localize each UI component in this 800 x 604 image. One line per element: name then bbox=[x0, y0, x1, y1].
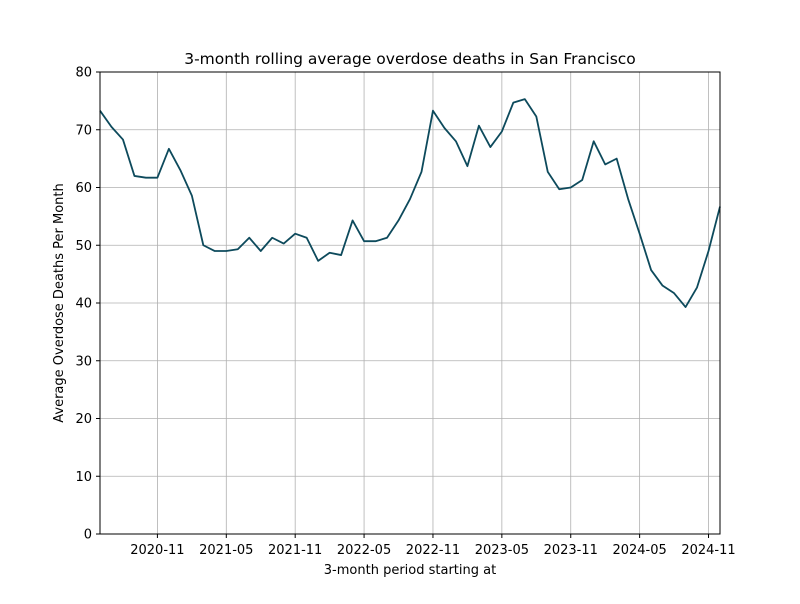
y-tick-label: 60 bbox=[75, 181, 92, 196]
y-tick-label: 40 bbox=[75, 297, 92, 312]
x-tick-label: 2024-05 bbox=[612, 543, 666, 558]
x-tick-label: 2021-11 bbox=[268, 543, 322, 558]
x-tick-label: 2024-11 bbox=[681, 543, 735, 558]
x-tick-label: 2022-11 bbox=[406, 543, 460, 558]
y-tick-label: 70 bbox=[75, 123, 92, 138]
y-tick-label: 30 bbox=[75, 354, 92, 369]
chart-title: 3-month rolling average overdose deaths … bbox=[184, 50, 636, 68]
plot-frame bbox=[99, 71, 721, 535]
y-tick-label: 20 bbox=[75, 412, 92, 427]
x-tick-label: 2023-11 bbox=[544, 543, 598, 558]
data-line bbox=[99, 98, 721, 308]
y-tick-label: 50 bbox=[75, 239, 92, 254]
x-tick-label: 2022-05 bbox=[337, 543, 391, 558]
y-tick-label: 80 bbox=[75, 66, 92, 81]
x-tick-label: 2020-11 bbox=[130, 543, 184, 558]
y-axis-label: Average Overdose Deaths Per Month bbox=[52, 183, 67, 422]
y-tick-label: 0 bbox=[84, 528, 92, 543]
x-tick-label: 2021-05 bbox=[199, 543, 253, 558]
x-tick-label: 2023-05 bbox=[475, 543, 529, 558]
y-tick-label: 10 bbox=[75, 470, 92, 485]
x-axis-label: 3-month period starting at bbox=[324, 563, 496, 578]
